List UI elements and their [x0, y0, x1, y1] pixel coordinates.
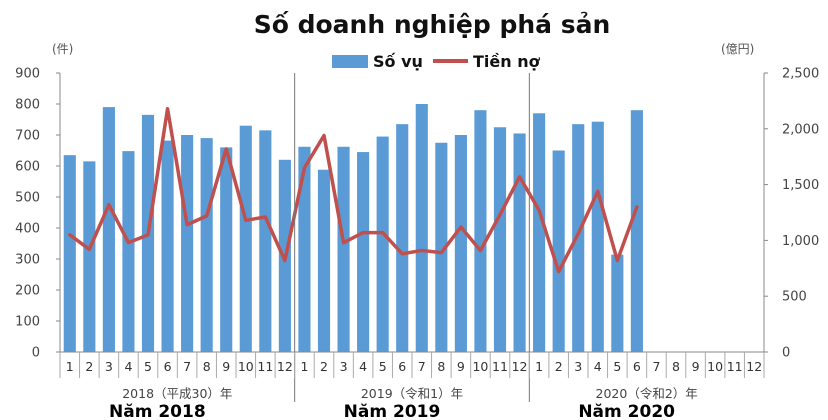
month-label: 10 — [707, 359, 723, 374]
bar-month-1 — [63, 155, 76, 352]
bar-month-11 — [259, 130, 272, 352]
right-tick-label: 0 — [782, 346, 790, 361]
month-label: 3 — [574, 359, 582, 374]
right-tick-label: 2,000 — [782, 122, 819, 137]
right-axis-unit: (億円) — [721, 42, 754, 56]
year-vn-label: Năm 2019 — [344, 402, 441, 420]
month-label: 3 — [105, 359, 113, 374]
bar-month-28 — [591, 121, 604, 352]
year-group-label: 2020（令和2）年 — [596, 386, 698, 401]
left-tick-label: 0 — [32, 346, 40, 361]
year-group-label: 2018（平成30）年 — [122, 386, 232, 401]
bar-month-15 — [337, 146, 350, 352]
legend: Số vụ Tiền nợ — [332, 52, 541, 71]
bar-month-14 — [317, 169, 331, 352]
debt-line — [68, 106, 639, 274]
bar-month-22 — [474, 110, 487, 352]
bar-month-9 — [220, 147, 233, 352]
bar-month-8 — [200, 138, 213, 352]
month-label: 8 — [672, 359, 680, 374]
month-label: 9 — [692, 359, 700, 374]
month-label: 1 — [66, 359, 74, 374]
month-label: 1 — [535, 359, 543, 374]
month-label: 8 — [437, 359, 445, 374]
bar-month-19 — [415, 104, 428, 352]
month-label: 10 — [472, 359, 488, 374]
month-label: 12 — [512, 359, 528, 374]
left-tick-label: 600 — [15, 160, 40, 175]
left-tick-label: 400 — [15, 222, 40, 237]
year-vn-label: Năm 2020 — [578, 402, 675, 420]
chart-title: Số doanh nghiệp phá sản — [254, 10, 611, 39]
month-label: 6 — [398, 359, 406, 374]
left-tick-label: 800 — [15, 98, 40, 113]
bar-month-13 — [298, 146, 311, 352]
month-label: 12 — [277, 359, 293, 374]
month-label: 2 — [320, 359, 328, 374]
month-label: 9 — [222, 359, 230, 374]
month-label: 7 — [183, 359, 191, 374]
bar-month-20 — [435, 142, 448, 352]
month-label: 5 — [613, 359, 621, 374]
month-label: 1 — [300, 359, 308, 374]
month-label: 5 — [379, 359, 387, 374]
bar-month-27 — [572, 124, 585, 353]
bar-month-26 — [552, 150, 565, 352]
month-label: 4 — [359, 359, 367, 374]
month-label: 6 — [633, 359, 641, 374]
left-tick-label: 200 — [15, 284, 40, 299]
bar-month-25 — [533, 113, 546, 352]
month-label: 2 — [85, 359, 93, 374]
right-tick-label: 1,000 — [782, 234, 819, 249]
year-vn-label: Năm 2018 — [109, 402, 206, 420]
left-tick-label: 300 — [15, 253, 40, 268]
month-label: 12 — [746, 359, 762, 374]
right-tick-label: 2,500 — [782, 67, 819, 82]
left-tick-label: 900 — [15, 67, 40, 82]
bar-month-21 — [454, 135, 467, 352]
month-label: 5 — [144, 359, 152, 374]
month-label: 6 — [164, 359, 172, 374]
bar-month-18 — [396, 124, 409, 353]
bar-month-29 — [611, 254, 624, 352]
month-label: 10 — [238, 359, 254, 374]
month-label: 8 — [203, 359, 211, 374]
bar-month-10 — [239, 125, 252, 352]
plot-area: 0 100 200 300 400 500 600 700 800 900 0 500 1,000 1,5… — [15, 67, 819, 420]
bar-month-16 — [357, 152, 370, 352]
right-tick-label: 500 — [782, 290, 807, 305]
month-label: 9 — [457, 359, 465, 374]
month-label: 11 — [727, 359, 743, 374]
bar-month-23 — [493, 127, 507, 352]
month-label: 11 — [492, 359, 508, 374]
bar-month-24 — [513, 133, 526, 352]
month-label: 4 — [594, 359, 602, 374]
month-label: 7 — [418, 359, 426, 374]
bar-month-7 — [181, 135, 194, 352]
month-label: 4 — [124, 359, 132, 374]
left-tick-label: 100 — [15, 315, 40, 330]
bar-month-6 — [161, 140, 174, 352]
right-tick-label: 1,500 — [782, 178, 819, 193]
left-tick-label: 700 — [15, 129, 40, 144]
year-group-label: 2019（令和1）年 — [361, 386, 463, 401]
bar-month-3 — [102, 107, 115, 352]
month-label: 7 — [652, 359, 660, 374]
left-tick-label: 500 — [15, 191, 40, 206]
legend-label-line: Tiền nợ — [473, 52, 541, 71]
bar-month-2 — [83, 161, 96, 352]
bar-month-17 — [376, 136, 389, 352]
month-label: 3 — [340, 359, 348, 374]
month-label: 11 — [257, 359, 273, 374]
month-label: 2 — [555, 359, 563, 374]
bar-month-30 — [630, 110, 643, 352]
legend-swatch-bars — [332, 55, 368, 68]
legend-label-bars: Số vụ — [373, 52, 423, 71]
bar-month-4 — [122, 151, 135, 352]
left-axis-unit: (件) — [52, 42, 73, 56]
